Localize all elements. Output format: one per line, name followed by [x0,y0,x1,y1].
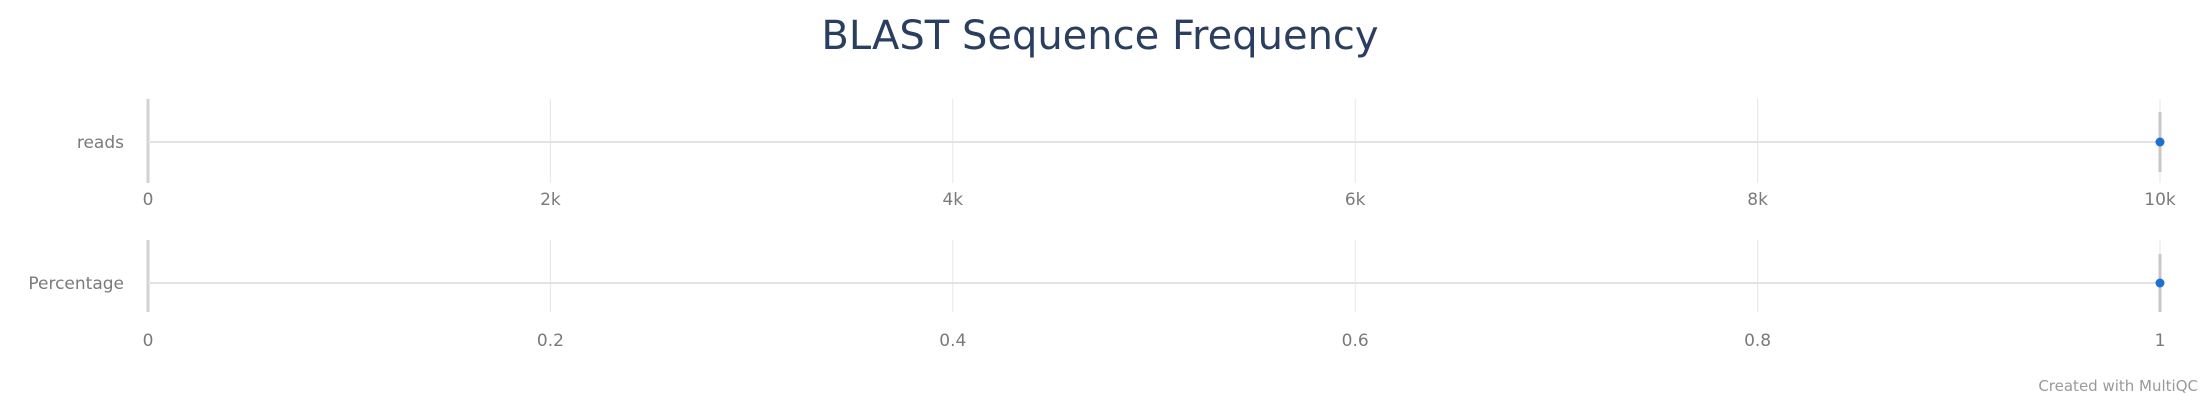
tick-label-percentage-5: 1 [2155,331,2166,351]
chart-panels: reads 0 2k 4k 6k 8k 10k Percentage 0 0.2 0.4 0.6 0.8… [28,99,2176,351]
tick-label-reads-0: 0 [143,190,154,210]
data-point-percentage-0 [2155,278,2165,288]
row-label-percentage: Percentage [28,274,124,294]
row-label-reads: reads [77,133,124,153]
chart-title: BLAST Sequence Frequency [821,13,1378,59]
tick-label-reads-1: 2k [540,190,561,210]
tick-label-percentage-1: 0.2 [537,331,564,351]
tick-label-percentage-3: 0.6 [1342,331,1369,351]
tick-label-reads-3: 6k [1345,190,1366,210]
tick-label-reads-2: 4k [942,190,963,210]
tick-label-reads-4: 8k [1747,190,1768,210]
panel-percentage: Percentage 0 0.2 0.4 0.6 0.8 1 [28,240,2165,351]
data-point-reads-0 [2155,137,2165,147]
panel-reads: reads 0 2k 4k 6k 8k 10k [77,99,2176,210]
tick-label-percentage-0: 0 [143,331,154,351]
tick-label-percentage-2: 0.4 [939,331,966,351]
tick-label-percentage-4: 0.8 [1744,331,1771,351]
multiqc-credit: Created with MultiQC [2038,377,2198,395]
tick-label-reads-5: 10k [2144,190,2176,210]
